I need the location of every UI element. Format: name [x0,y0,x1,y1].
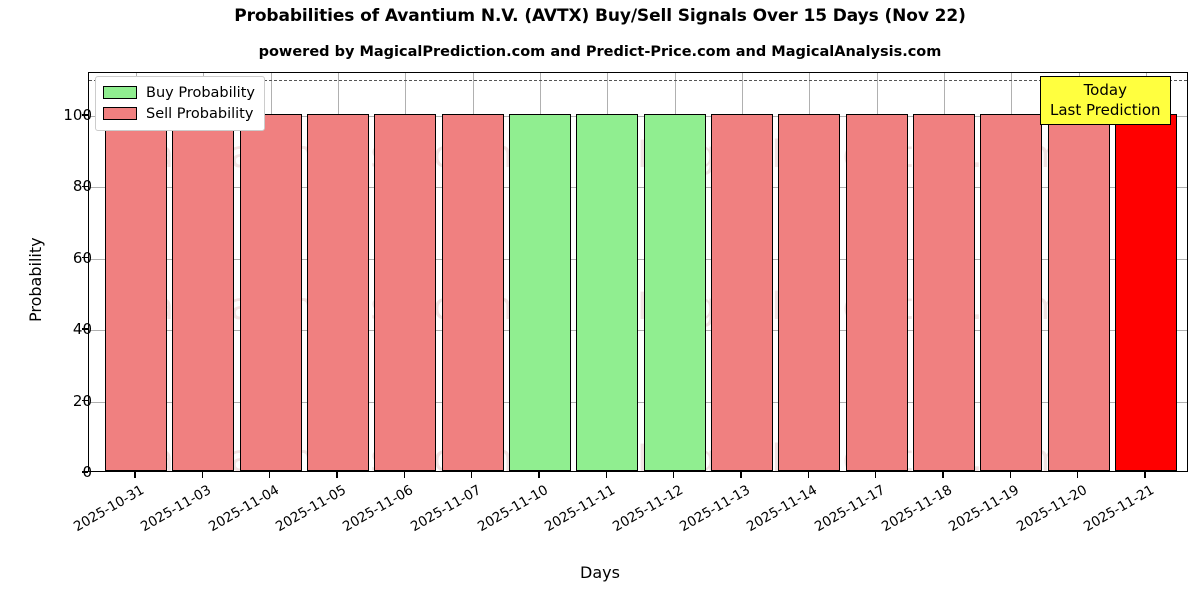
y-tick-label: 40 [72,320,92,339]
x-tick-label: 2025-10-31 [71,482,148,536]
bar-2025-11-06[interactable] [374,113,437,471]
bar-2025-11-21[interactable] [1114,113,1177,471]
x-tick-mark [1144,472,1146,478]
bar-2025-11-12[interactable] [643,113,706,471]
y-tick-mark [82,471,88,473]
x-tick-mark [201,472,204,478]
bar-2025-11-20[interactable] [1047,113,1110,471]
legend-item-sell[interactable]: Sell Probability [103,103,255,124]
plot-area: MagicalAnalysis.comMagicalPrediction.com… [88,72,1188,472]
bar-2025-11-18[interactable] [912,113,975,471]
x-tick-mark [134,472,136,478]
bar-2025-11-04[interactable] [239,113,302,471]
bar-2025-11-17[interactable] [845,113,908,471]
threshold-line [89,80,1187,82]
y-tick-label: 60 [72,248,92,267]
y-tick-label: 0 [82,463,92,481]
x-tick-label: 2025-11-20 [1013,482,1090,536]
x-tick-label: 2025-11-05 [273,482,350,536]
bar-2025-11-03[interactable] [172,113,235,471]
x-tick-mark [471,472,473,478]
x-tick-mark [740,472,742,478]
x-tick-label: 2025-11-06 [340,482,417,536]
x-tick-label: 2025-11-17 [811,482,888,536]
x-tick-label: 2025-11-10 [475,482,552,536]
x-tick-label: 2025-11-07 [407,482,484,536]
legend-swatch-sell-icon [103,107,137,120]
y-tick-mark [82,114,88,116]
x-tick-mark [807,472,809,478]
bar-2025-11-11[interactable] [576,113,639,471]
legend-swatch-buy-icon [103,86,137,99]
x-tick-label: 2025-11-21 [1080,482,1157,536]
y-tick-label: 80 [72,177,92,196]
bar-2025-10-31[interactable] [105,113,168,471]
page-title: Probabilities of Avantium N.V. (AVTX) Bu… [234,6,966,26]
y-tick-mark [82,399,88,402]
x-tick-mark [672,472,675,478]
x-tick-label: 2025-11-19 [946,482,1023,536]
x-tick-label: 2025-11-18 [878,482,955,536]
x-tick-mark [269,472,271,478]
today-annotation-line1: Today [1083,81,1127,99]
legend-item-buy[interactable]: Buy Probability [103,82,255,103]
x-tick-label: 2025-11-04 [205,482,282,536]
x-tick-mark [1009,472,1011,478]
today-annotation-line2: Last Prediction [1050,101,1161,119]
x-tick-mark [942,472,944,478]
x-tick-mark [874,472,877,478]
chart-subtitle: powered by MagicalPrediction.com and Pre… [258,44,942,60]
bar-2025-11-07[interactable] [441,113,504,471]
x-tick-mark [605,472,608,478]
y-tick-mark [82,185,88,187]
x-tick-label: 2025-11-13 [677,482,753,536]
x-tick-label: 2025-11-11 [542,482,619,536]
x-tick-label: 2025-11-12 [609,482,686,536]
bar-2025-11-14[interactable] [778,113,841,471]
y-tick-label: 100 [63,105,92,124]
x-tick-mark [403,472,406,478]
x-tick-mark [1076,472,1079,478]
chart-legend: Buy Probability Sell Probability [95,76,265,131]
x-axis-label: Days [580,563,620,582]
bar-2025-11-05[interactable] [307,113,370,471]
x-tick-label: 2025-11-03 [138,482,215,536]
bar-2025-11-10[interactable] [509,113,571,471]
x-tick-mark [336,472,338,478]
legend-label-sell: Sell Probability [146,105,254,122]
y-tick-mark [82,257,88,259]
today-annotation: Today Last Prediction [1040,76,1171,125]
bar-2025-11-19[interactable] [980,113,1043,471]
legend-label-buy: Buy Probability [146,84,255,101]
x-tick-label: 2025-11-14 [744,482,821,536]
bar-2025-11-13[interactable] [711,113,773,471]
x-tick-mark [538,472,540,478]
y-tick-label: 20 [72,391,92,410]
y-tick-mark [82,328,88,330]
